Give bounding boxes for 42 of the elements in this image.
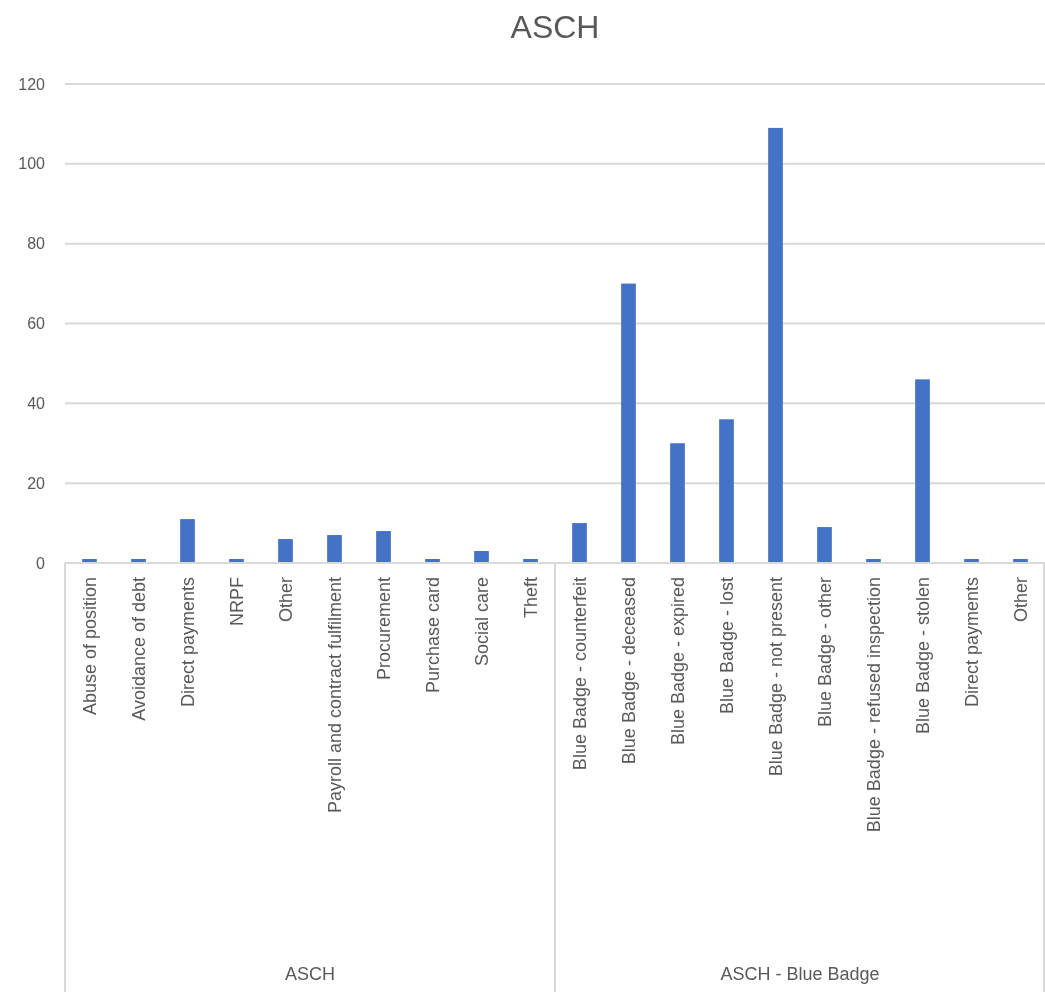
text: ASCH	[284, 964, 336, 984]
x-tick-label: Theft	[520, 577, 541, 619]
bar	[180, 519, 195, 563]
bar	[768, 127, 783, 563]
chart-title: ASCH	[510, 9, 600, 45]
x-tick-label: Blue Badge - counterfeit	[569, 577, 590, 771]
bar	[915, 379, 930, 563]
bar	[719, 419, 734, 563]
x-tick-label: Blue Badge - other	[814, 577, 835, 728]
y-tick-label: 60	[27, 315, 46, 333]
bar	[278, 539, 293, 563]
y-tick-label: 100	[18, 155, 46, 173]
bar	[327, 535, 342, 563]
y-tick-label: 120	[18, 75, 46, 93]
bar	[621, 283, 636, 563]
text: ASCH - Blue Badge	[720, 964, 880, 984]
y-tick-label: 40	[27, 394, 46, 412]
bar	[670, 443, 685, 563]
bar	[474, 551, 489, 563]
x-tick-label: Procurement	[373, 577, 394, 681]
x-tick-label: Payroll and contract fulfilment	[324, 577, 345, 814]
bar	[817, 527, 832, 563]
x-tick-label: Abuse of position	[79, 577, 100, 716]
y-tick-label: 20	[27, 474, 46, 492]
y-tick-label: 80	[27, 235, 46, 253]
x-tick-label: Blue Badge - stolen	[912, 577, 933, 735]
x-tick-label: Other	[275, 577, 296, 623]
x-tick-label: Direct payments	[961, 577, 982, 708]
x-tick-label: Avoidance of debt	[128, 577, 149, 721]
x-tick-label: Blue Badge - deceased	[618, 577, 639, 765]
x-tick-label: Blue Badge - expired	[667, 577, 688, 746]
x-tick-label: Blue Badge - refused inspection	[863, 577, 884, 833]
x-tick-label: Social care	[471, 577, 492, 667]
bar	[376, 531, 391, 563]
y-tick-label: 0	[36, 554, 46, 572]
bar	[572, 523, 587, 563]
x-tick-label: NRPF	[226, 577, 247, 626]
x-tick-label: Blue Badge - not present	[765, 577, 786, 777]
x-tick-label: Other	[1010, 577, 1031, 623]
x-tick-label: Direct payments	[177, 577, 198, 708]
x-tick-label: Blue Badge - lost	[716, 577, 737, 715]
x-tick-label: Purchase card	[422, 577, 443, 694]
